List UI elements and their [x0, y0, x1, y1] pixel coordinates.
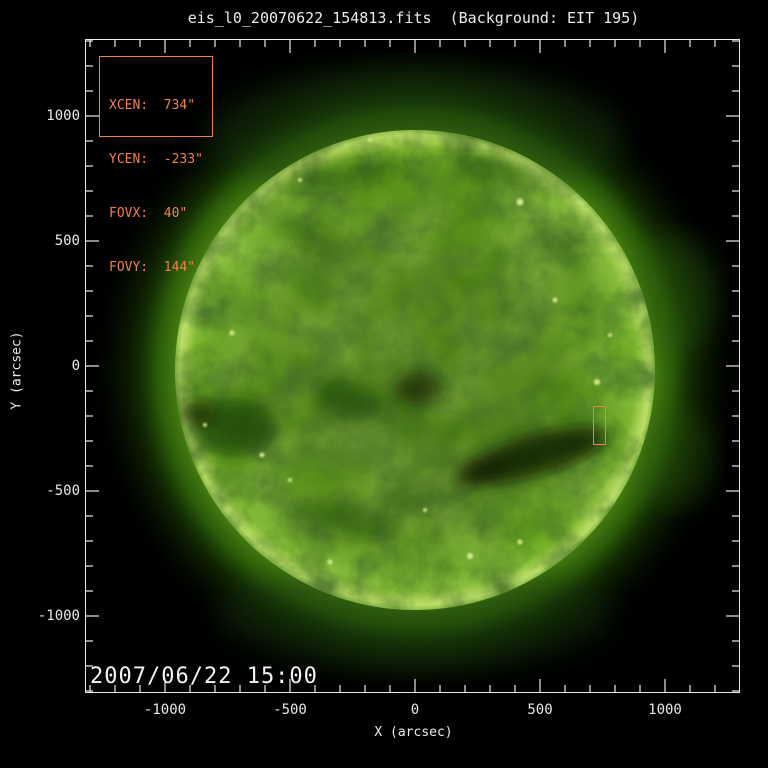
x-tick-label: 1000: [648, 702, 682, 718]
fovx-value: 40": [163, 206, 188, 221]
x-axis-title: X (arcsec): [374, 725, 453, 740]
xcen-value: 734": [163, 98, 196, 113]
legend-row-fovy: FOVY: 144": [109, 260, 196, 275]
bright-points: [203, 138, 612, 565]
fov-legend-box: XCEN: 734" YCEN: -233" FOVX: 40" FOVY: 144": [99, 56, 213, 275]
y-tick-label: -500: [46, 483, 80, 499]
legend-row-xcen: XCEN: 734": [109, 98, 196, 113]
x-tick-label: 500: [527, 702, 553, 718]
legend-row-fovx: FOVX: 40": [109, 206, 188, 221]
fov-rectangle[interactable]: [593, 406, 606, 445]
plot-title: eis_l0_20070622_154813.fits (Background:…: [187, 9, 640, 27]
y-tick-label: 500: [54, 233, 80, 249]
x-tick-label: -500: [273, 702, 307, 718]
legend-row-ycen: YCEN: -233": [109, 152, 203, 167]
y-tick-label: 1000: [46, 108, 80, 124]
timestamp-label: 2007/06/22 15:00: [90, 664, 318, 689]
y-tick-label: 0: [71, 358, 80, 374]
x-tick-label: 0: [410, 702, 420, 718]
disk-texture: [175, 130, 655, 610]
sun-image[interactable]: [86, 40, 739, 692]
plot-area[interactable]: [85, 39, 740, 693]
y-axis-title: Y (arcsec): [9, 331, 25, 410]
x-tick-label: -1000: [143, 702, 187, 718]
fovy-value: 144": [163, 260, 196, 275]
y-tick-label: -1000: [37, 608, 80, 624]
ycen-value: -233": [163, 152, 203, 167]
